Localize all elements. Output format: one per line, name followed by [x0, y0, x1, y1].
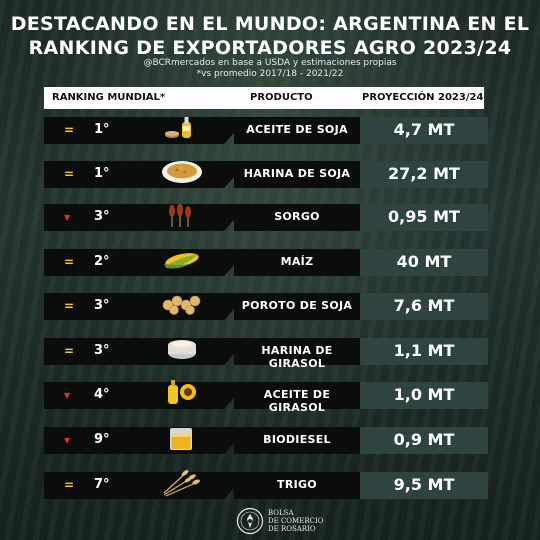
product-name: BIODIESEL — [263, 433, 331, 446]
table-row: = 3° POROTO DE SOJA 7,6 MT — [44, 293, 488, 320]
rank-position: 9° — [94, 432, 110, 447]
title-line-1: DESTACANDO EN EL MUNDO: ARGENTINA EN EL — [10, 13, 530, 35]
product-cell: HARINA DE SOJA — [234, 161, 360, 188]
product-cell: HARINA DE GIRASOL — [234, 338, 360, 370]
product-cell: TRIGO — [234, 472, 360, 499]
product-name: POROTO DE SOJA — [241, 299, 353, 312]
table-row: = 1° HARINA DE SOJA 27,2 MT — [44, 161, 488, 188]
rank-cell: ▼ 4° — [44, 382, 140, 409]
rank-cell: ▼ 9° — [44, 427, 140, 454]
footer-brand: BOLSA DE COMERCIO DE ROSARIO — [268, 509, 323, 533]
table-row: = 3° HARINA DE GIRASOL 1,1 MT — [44, 338, 488, 370]
source-note: @BCRmercados en base a USDA y estimacion… — [143, 58, 397, 68]
sunflower-meal-icon — [168, 340, 196, 359]
rank-cell: = 3° — [44, 293, 140, 320]
rank-cell: = 1° — [44, 161, 140, 188]
projection-value: 7,6 MT — [393, 296, 455, 315]
rank-position: 1° — [94, 122, 110, 137]
down-arrow-icon: ▼ — [64, 391, 71, 400]
soy-meal-bowl-icon — [162, 161, 202, 183]
product-name: HARINA DE SOJA — [243, 167, 351, 180]
equal-icon: = — [64, 478, 75, 492]
sunflower-oil-icon — [168, 380, 196, 404]
product-name: TRIGO — [277, 478, 317, 491]
table-row: ▼ 4° ACEITE DE GIRASOL 1,0 MT — [44, 380, 488, 414]
rank-cell: = 2° — [44, 249, 140, 276]
soybeans-icon — [162, 295, 201, 315]
sorghum-icon — [169, 203, 191, 227]
projection-cell: 7,6 MT — [360, 293, 488, 320]
title-line-2: RANKING DE EXPORTADORES AGRO 2023/24 — [28, 37, 512, 59]
table-row: ▼ 9° BIODIESEL 0,9 MT — [44, 427, 488, 454]
equal-icon: = — [64, 167, 75, 181]
biodiesel-jar-icon — [170, 428, 192, 450]
rank-position: 3° — [94, 298, 110, 313]
projection-cell: 40 MT — [360, 249, 488, 276]
projection-value: 0,95 MT — [388, 207, 460, 226]
footer-line-1: BOLSA — [268, 509, 294, 517]
product-name: HARINA DE GIRASOL — [261, 344, 333, 370]
projection-cell: 4,7 MT — [360, 117, 488, 144]
table-header: RANKING MUNDIAL* PRODUCTO PROYECCIÓN 202… — [44, 87, 484, 109]
down-arrow-icon: ▼ — [64, 213, 71, 222]
table-row: = 7° TRIGO 9,5 MT — [44, 470, 488, 499]
subtitle: @BCRmercados en base a USDA y estimacion… — [0, 58, 540, 80]
table-row: = 2° MAÍZ 40 MT — [44, 249, 488, 276]
rank-position: 4° — [94, 387, 110, 402]
header-producto: PRODUCTO — [250, 92, 313, 103]
equal-icon: = — [64, 255, 75, 269]
soy-oil-bottle-icon — [165, 117, 191, 138]
product-cell: MAÍZ — [234, 249, 360, 276]
projection-cell: 27,2 MT — [360, 161, 488, 188]
rank-cell: = 3° — [44, 338, 140, 365]
table-row: ▼ 3° SORGO 0,95 MT — [44, 203, 488, 231]
product-cell: BIODIESEL — [234, 427, 360, 454]
bcr-seal-icon — [236, 507, 264, 535]
projection-cell: 0,95 MT — [360, 204, 488, 231]
wheat-icon — [163, 470, 201, 497]
projection-value: 40 MT — [396, 252, 452, 271]
projection-value: 27,2 MT — [388, 164, 460, 183]
product-cell: SORGO — [234, 204, 360, 231]
projection-value: 0,9 MT — [393, 430, 455, 449]
rank-position: 7° — [94, 477, 110, 492]
footer-line-3: DE ROSARIO — [268, 525, 316, 533]
projection-value: 4,7 MT — [393, 120, 455, 139]
product-name: ACEITE DE SOJA — [246, 123, 348, 136]
product-cell: ACEITE DE SOJA — [234, 117, 360, 144]
product-name: MAÍZ — [280, 255, 314, 268]
projection-value: 1,1 MT — [393, 341, 455, 360]
rank-cell: = 1° — [44, 117, 140, 144]
down-arrow-icon: ▼ — [64, 436, 71, 445]
projection-cell: 1,0 MT — [360, 382, 488, 409]
rank-position: 3° — [94, 209, 110, 224]
projection-value: 9,5 MT — [393, 475, 455, 494]
product-name: ACEITE DE GIRASOL — [263, 388, 331, 414]
projection-cell: 9,5 MT — [360, 472, 488, 499]
rank-position: 3° — [94, 343, 110, 358]
page-title: DESTACANDO EN EL MUNDO: ARGENTINA EN EL … — [0, 12, 540, 60]
rank-cell: = 7° — [44, 472, 140, 499]
projection-value: 1,0 MT — [393, 385, 455, 404]
period-note: *vs promedio 2017/18 - 2021/22 — [196, 69, 344, 79]
equal-icon: = — [64, 299, 75, 313]
rank-position: 1° — [94, 166, 110, 181]
product-name: SORGO — [274, 210, 320, 223]
projection-cell: 0,9 MT — [360, 427, 488, 454]
corn-cob-icon — [164, 253, 199, 269]
header-proyeccion: PROYECCIÓN 2023/24 — [362, 92, 484, 103]
header-ranking: RANKING MUNDIAL* — [52, 92, 166, 103]
equal-icon: = — [64, 123, 75, 137]
rank-position: 2° — [94, 254, 110, 269]
product-cell: ACEITE DE GIRASOL — [234, 382, 360, 414]
equal-icon: = — [64, 344, 75, 358]
table-row: = 1° ACEITE DE SOJA 4,7 MT — [44, 117, 488, 144]
product-cell: POROTO DE SOJA — [234, 293, 360, 320]
rank-cell: ▼ 3° — [44, 204, 140, 231]
footer-line-2: DE COMERCIO — [268, 517, 324, 525]
projection-cell: 1,1 MT — [360, 338, 488, 365]
